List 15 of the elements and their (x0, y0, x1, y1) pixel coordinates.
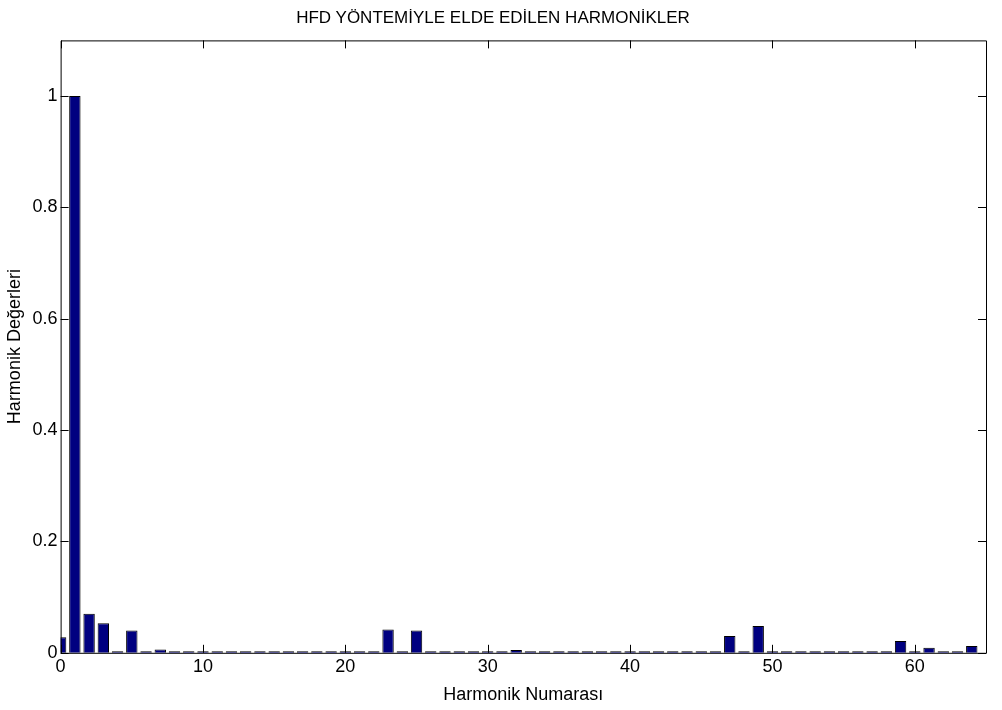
y-tick-label: 0 (47, 641, 58, 662)
x-tick-label: 50 (762, 655, 783, 676)
y-axis-title: Harmonik Değerleri (3, 269, 24, 425)
y-tick-label: 0.6 (32, 307, 58, 328)
y-tick-label: 0.2 (32, 530, 58, 551)
x-tick-label: 10 (192, 655, 213, 676)
x-tick-label: 20 (335, 655, 356, 676)
x-tick-label: 40 (620, 655, 641, 676)
y-tick-label: 0.8 (32, 196, 58, 217)
y-tick-label: 0.4 (32, 419, 58, 440)
x-tick-label: 60 (904, 655, 925, 676)
x-axis-title: Harmonik Numarası (443, 684, 604, 705)
x-tick-label: 30 (477, 655, 498, 676)
chart-title: HFD YÖNTEMİYLE ELDE EDİLEN HARMONİKLER (296, 7, 690, 27)
y-tick-label: 1 (47, 85, 58, 106)
